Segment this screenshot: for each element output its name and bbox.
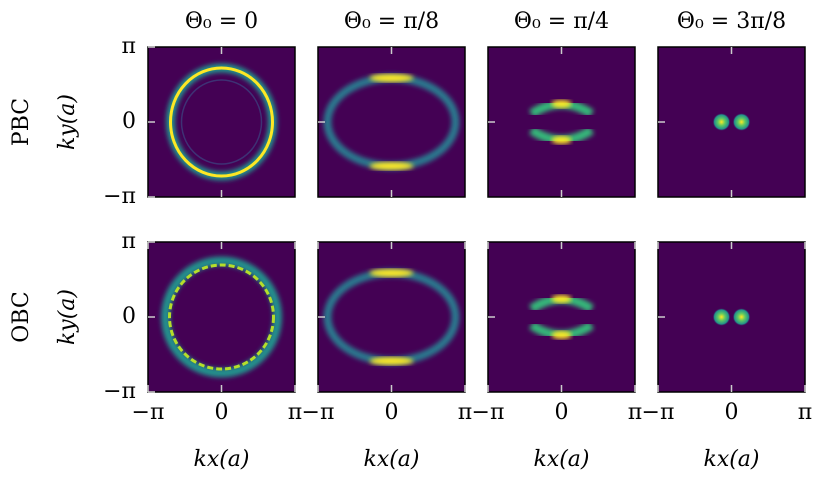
heatmap-background — [488, 242, 635, 392]
heatmap-pattern — [323, 269, 460, 365]
ring — [168, 263, 275, 371]
x-axis-label: kx(a) — [703, 447, 759, 472]
bow-core — [551, 295, 572, 303]
x-tick-label: 0 — [215, 400, 229, 425]
panel — [657, 241, 806, 393]
heatmap-background — [658, 242, 805, 392]
x-axis-label: kx(a) — [363, 447, 419, 472]
panel — [487, 46, 636, 198]
heatmap-pattern — [529, 294, 594, 340]
panel-title: Θ₀ = 0 — [185, 9, 258, 34]
heatmap-background — [658, 47, 805, 197]
bow-core — [551, 100, 572, 108]
x-axis-label: kx(a) — [533, 447, 589, 472]
panel — [147, 241, 296, 393]
ring — [169, 66, 274, 178]
x-tick-label: −π — [472, 400, 505, 425]
heatmap-pattern — [529, 99, 594, 145]
spot — [732, 113, 751, 131]
row-label: OBC — [9, 291, 34, 342]
y-tick-label: −π — [103, 184, 136, 209]
heatmap-background — [488, 47, 635, 197]
y-tick-label: π — [122, 34, 136, 59]
ring-faint — [180, 79, 263, 165]
heatmap-pattern — [166, 63, 277, 181]
bottom-arc — [369, 357, 414, 365]
x-tick-label: π — [798, 400, 812, 425]
y-tick-label: 0 — [122, 304, 136, 329]
heatmap-background — [148, 242, 295, 392]
heatmap-pattern — [712, 113, 751, 131]
panel — [317, 241, 466, 393]
spot — [732, 308, 751, 326]
x-tick-label: π — [288, 400, 302, 425]
heatmap-pattern — [712, 308, 751, 326]
panel-title: Θ₀ = π/8 — [344, 9, 439, 34]
y-axis-label: ky(a) — [55, 289, 80, 345]
row-label: PBC — [9, 98, 34, 146]
x-tick-label: 0 — [385, 400, 399, 425]
x-tick-label: 0 — [555, 400, 569, 425]
y-tick-label: 0 — [122, 109, 136, 134]
x-tick-label: −π — [302, 400, 335, 425]
bottom-arc — [369, 162, 414, 170]
x-tick-label: −π — [642, 400, 675, 425]
y-axis-label: ky(a) — [55, 94, 80, 150]
panel-title: Θ₀ = π/4 — [514, 9, 609, 34]
bow-core — [551, 136, 572, 144]
top-arc — [369, 74, 414, 82]
x-tick-label: −π — [132, 400, 165, 425]
x-tick-label: π — [458, 400, 472, 425]
top-arc — [369, 269, 414, 277]
spot — [712, 308, 731, 326]
heatmap-background — [318, 242, 465, 392]
x-tick-label: 0 — [725, 400, 739, 425]
panel — [317, 46, 466, 198]
spot — [712, 113, 731, 131]
x-tick-label: π — [628, 400, 642, 425]
ring-glow — [161, 256, 282, 378]
panel — [487, 241, 636, 393]
panel — [147, 46, 296, 198]
x-axis-label: kx(a) — [193, 447, 249, 472]
panel — [657, 46, 806, 198]
y-tick-label: π — [122, 229, 136, 254]
heatmap-background — [318, 47, 465, 197]
heatmap-pattern — [323, 74, 460, 170]
heatmap-pattern — [161, 256, 282, 378]
y-tick-label: −π — [103, 379, 136, 404]
bow-core — [551, 331, 572, 339]
panel-title: Θ₀ = 3π/8 — [677, 9, 786, 34]
